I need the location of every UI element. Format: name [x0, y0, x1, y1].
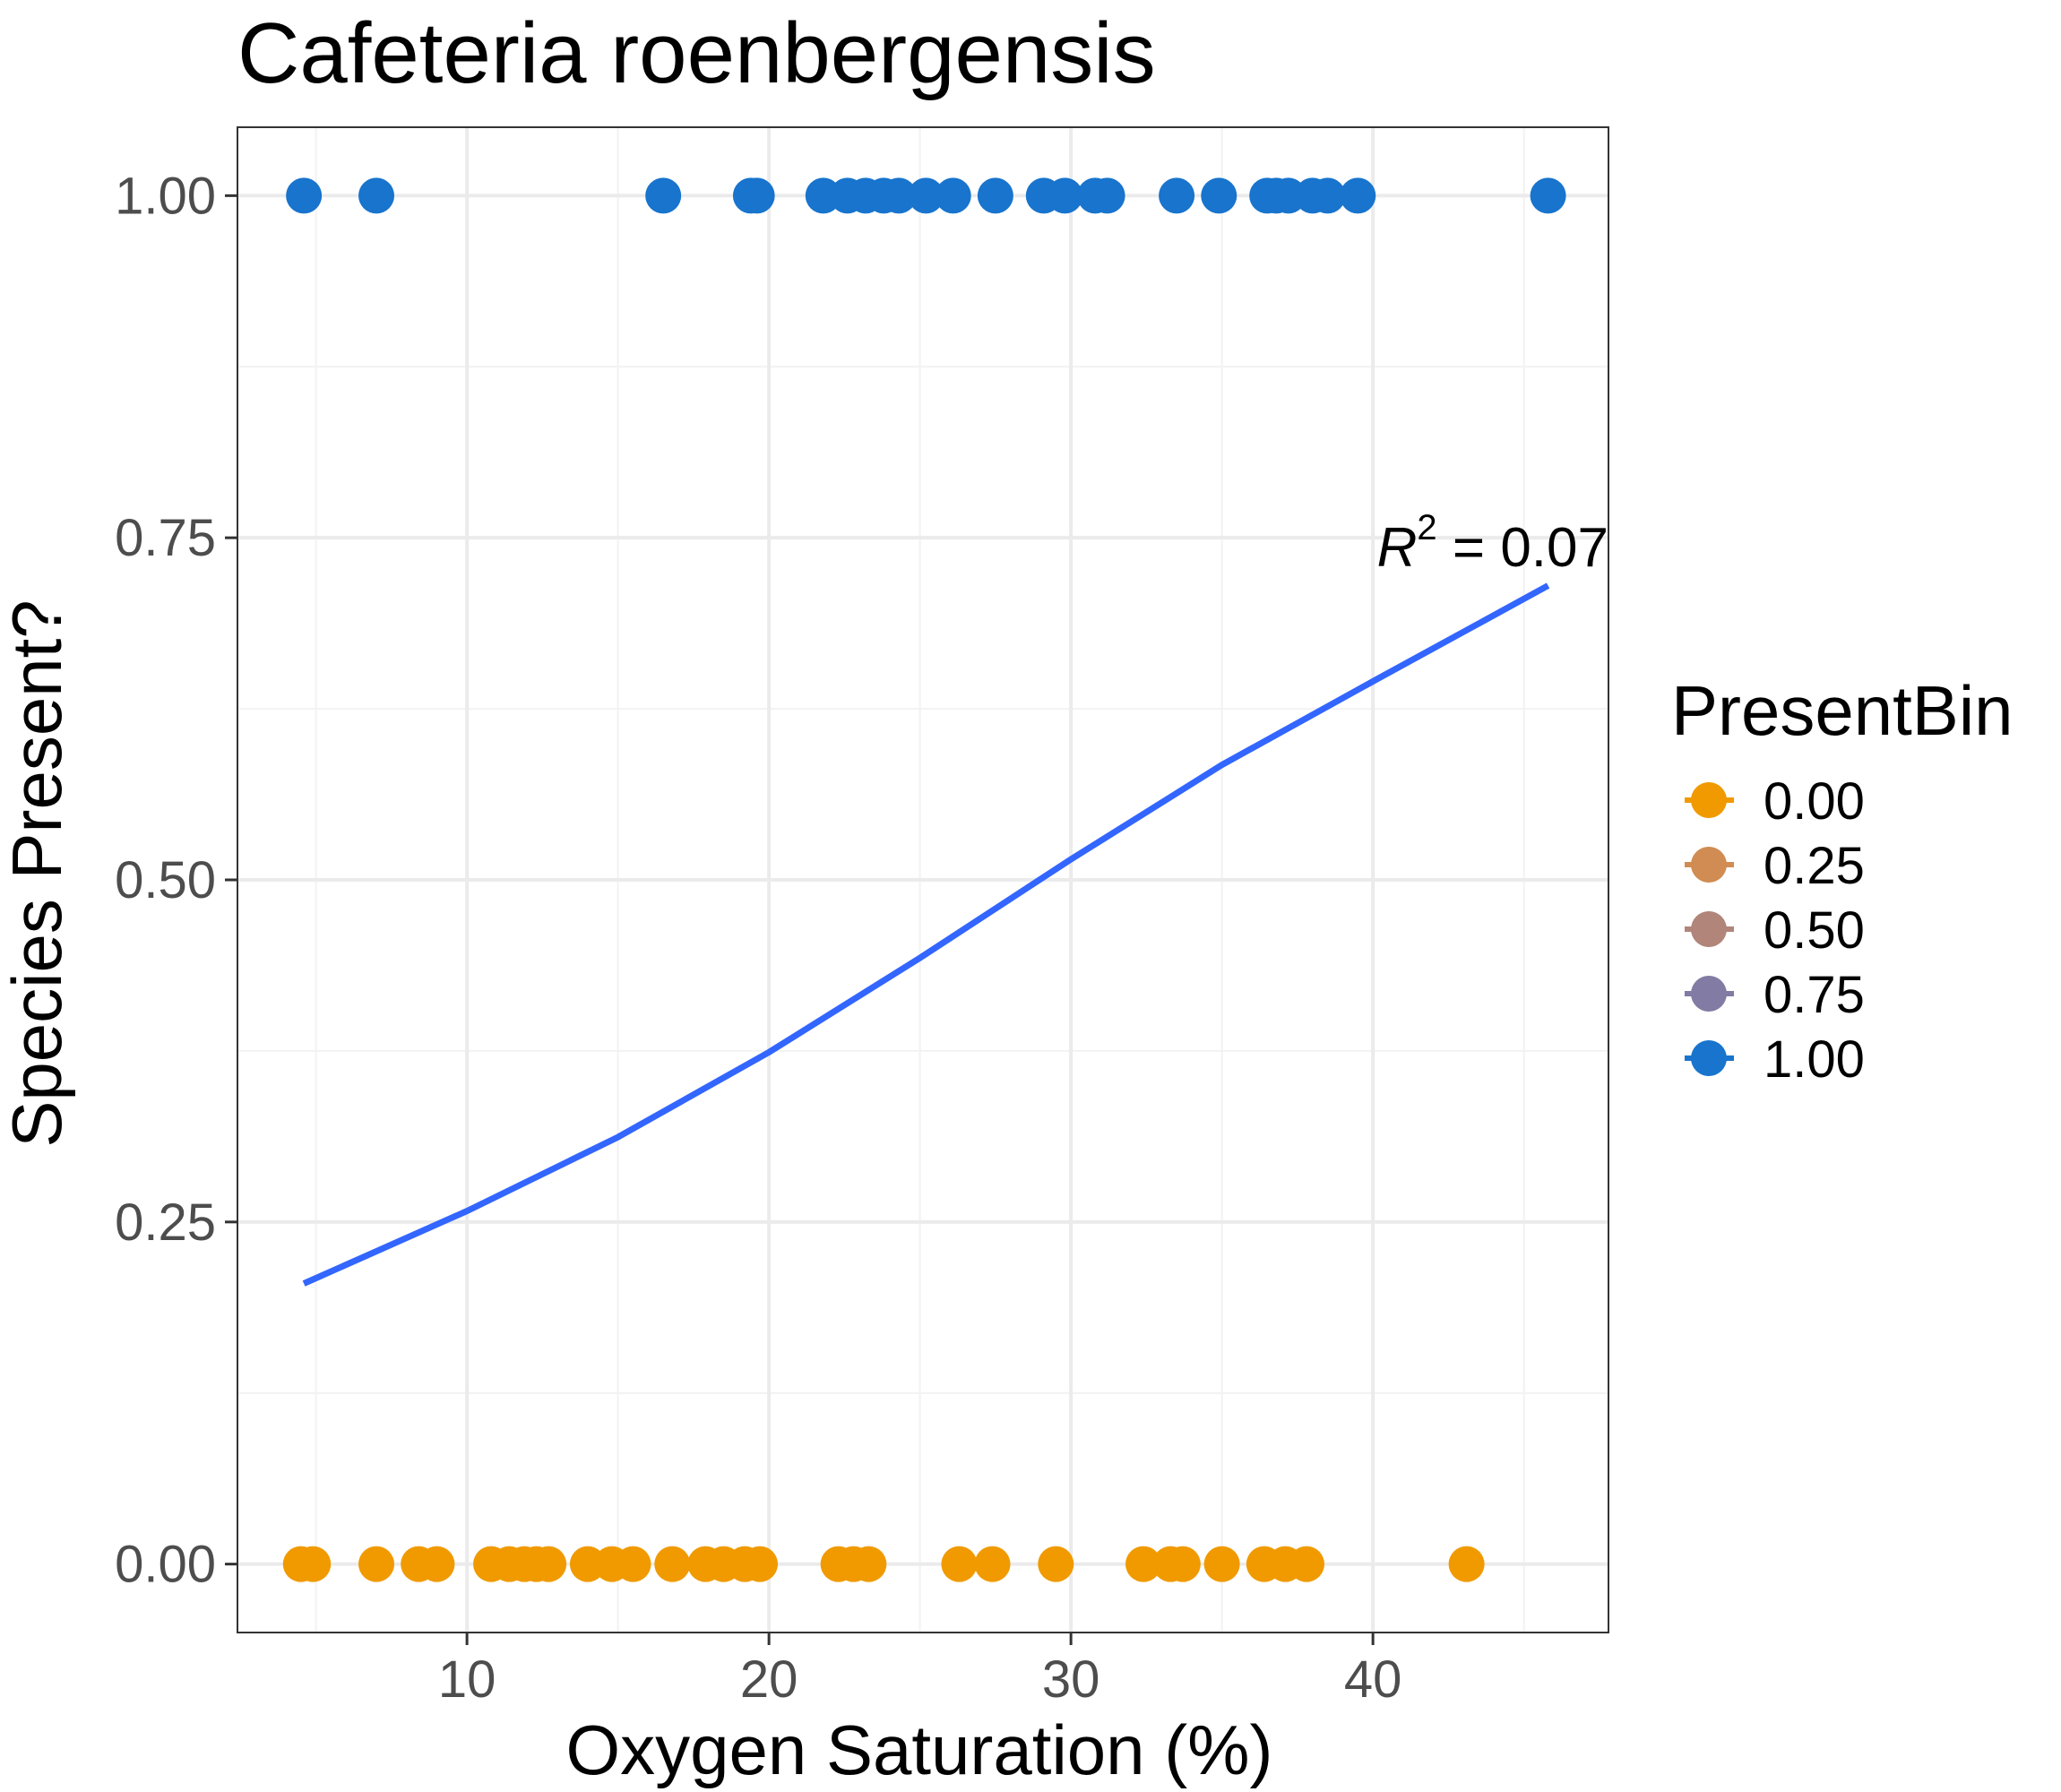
- x-tick-label: 20: [740, 1650, 798, 1709]
- data-point-absent: [295, 1546, 332, 1582]
- x-tick-label: 40: [1344, 1650, 1402, 1709]
- data-point-present: [1309, 177, 1346, 214]
- legend-label: 0.00: [1763, 772, 1865, 831]
- y-tick-label: 0.75: [115, 509, 216, 567]
- legend: PresentBin 0.00 0.25 0.50 0.75 1.00: [1671, 671, 2014, 1089]
- data-point-present: [1530, 177, 1566, 214]
- data-point-absent: [974, 1546, 1011, 1582]
- data-point-present: [1089, 177, 1125, 214]
- data-point-absent: [1448, 1546, 1485, 1582]
- grid-major: [237, 127, 1608, 1633]
- data-point-present: [738, 177, 775, 214]
- data-point-absent: [530, 1546, 567, 1582]
- fit-line-layer: [302, 582, 1550, 1287]
- legend-key-point: [1691, 782, 1727, 818]
- data-point-present: [286, 177, 323, 214]
- data-point-present: [935, 177, 971, 214]
- legend-key-point: [1691, 976, 1727, 1012]
- x-axis-title: Oxygen Saturation (%): [565, 1710, 1272, 1789]
- r-squared-value: = 0.07: [1437, 517, 1608, 579]
- data-point-present: [645, 177, 682, 214]
- r-squared-annotation: R2 = 0.07: [1377, 508, 1608, 579]
- legend-label: 0.25: [1763, 837, 1865, 895]
- data-point-present: [358, 177, 395, 214]
- legend-title: PresentBin: [1671, 671, 2014, 750]
- data-point-absent: [941, 1546, 978, 1582]
- data-point-present: [1159, 177, 1195, 214]
- data-point-present: [881, 177, 918, 214]
- data-point-absent: [850, 1546, 887, 1582]
- y-tick-label: 0.00: [115, 1536, 216, 1594]
- data-point-absent: [358, 1546, 395, 1582]
- data-point-present: [908, 177, 944, 214]
- data-point-absent: [1288, 1546, 1324, 1582]
- data-point-present: [977, 177, 1013, 214]
- legend-label: 1.00: [1763, 1030, 1865, 1089]
- r-squared-base: R: [1377, 517, 1418, 579]
- y-tick-label: 0.25: [115, 1193, 216, 1252]
- data-point-absent: [1164, 1546, 1201, 1582]
- data-point-absent: [1038, 1546, 1074, 1582]
- data-point-absent: [654, 1546, 691, 1582]
- data-point-present: [1047, 177, 1083, 214]
- x-tick-label: 10: [438, 1650, 496, 1709]
- r-squared-exponent: 2: [1417, 508, 1436, 547]
- y-tick-label: 1.00: [115, 167, 216, 225]
- y-tick-label: 0.50: [115, 851, 216, 909]
- fit-line: [302, 582, 1550, 1287]
- data-point-present: [1340, 177, 1376, 214]
- axis-ticks: 10 20 30 40 0.00 0.25 0.50 0.75 1.00: [115, 167, 1401, 1709]
- data-point-absent: [615, 1546, 651, 1582]
- legend-key-point: [1691, 847, 1727, 883]
- legend-key-point: [1691, 1040, 1727, 1076]
- legend-key-point: [1691, 911, 1727, 947]
- data-point-absent: [418, 1546, 455, 1582]
- data-point-present: [1201, 177, 1237, 214]
- points-layer: [282, 177, 1566, 1582]
- legend-label: 0.50: [1763, 901, 1865, 960]
- data-point-absent: [1203, 1546, 1240, 1582]
- data-point-absent: [742, 1546, 779, 1582]
- legend-label: 0.75: [1763, 966, 1865, 1024]
- y-axis-title: Species Present?: [0, 599, 76, 1147]
- data-point-absent: [1125, 1546, 1162, 1582]
- chart-title: Cafeteria roenbergensis: [237, 5, 1156, 101]
- x-tick-label: 30: [1042, 1650, 1100, 1709]
